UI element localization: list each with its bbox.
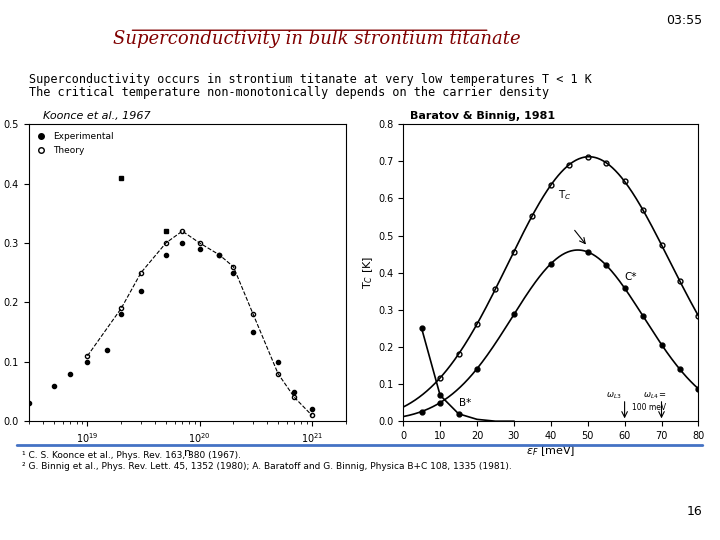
Experimental — [195, 246, 204, 252]
Line: Experimental: Experimental — [27, 241, 314, 411]
Text: Superconductivity in bulk strontium titanate: Superconductivity in bulk strontium tita… — [113, 30, 521, 48]
Experimental — [215, 252, 224, 258]
Theory — [274, 370, 282, 377]
Theory — [249, 311, 258, 318]
Text: $\omega_{L3}$: $\omega_{L3}$ — [606, 390, 622, 401]
Theory — [229, 264, 238, 270]
Theory — [215, 252, 224, 258]
Theory — [195, 240, 204, 246]
Theory — [161, 240, 170, 246]
Experimental — [161, 252, 170, 258]
Text: ² G. Binnig et al., Phys. Rev. Lett. 45, 1352 (1980); A. Baratoff and G. Binnig,: ² G. Binnig et al., Phys. Rev. Lett. 45,… — [22, 462, 511, 471]
Text: Koonce et al., 1967: Koonce et al., 1967 — [43, 111, 150, 121]
Experimental — [24, 400, 33, 407]
Experimental — [249, 329, 258, 335]
Text: ¹ C. S. Koonce et al., Phys. Rev. 163, 380 (1967).: ¹ C. S. Koonce et al., Phys. Rev. 163, 3… — [22, 451, 240, 460]
Text: T$_C$: T$_C$ — [558, 188, 572, 202]
Experimental — [307, 406, 316, 413]
Legend: Experimental, Theory: Experimental, Theory — [33, 129, 117, 158]
Experimental — [137, 287, 145, 294]
Experimental — [66, 370, 74, 377]
Text: 100 meV: 100 meV — [632, 403, 666, 412]
Experimental — [290, 388, 299, 395]
Theory — [137, 269, 145, 276]
Text: B*: B* — [459, 399, 471, 408]
Text: 16: 16 — [686, 505, 702, 518]
Experimental — [274, 359, 282, 365]
X-axis label: $\varepsilon_F$ [meV]: $\varepsilon_F$ [meV] — [526, 444, 575, 457]
Experimental — [50, 382, 58, 389]
Line: Theory: Theory — [86, 229, 314, 417]
Text: C*: C* — [625, 272, 637, 282]
Y-axis label: T$_C$ [K]: T$_C$ [K] — [361, 256, 375, 289]
Theory — [83, 353, 91, 359]
Theory — [178, 228, 186, 234]
Theory — [307, 412, 316, 418]
Experimental — [229, 269, 238, 276]
Text: $\omega_{L4}=$: $\omega_{L4}=$ — [643, 390, 667, 401]
Experimental — [103, 347, 112, 353]
Text: The critical temperature non-monotonically depends on the carrier density: The critical temperature non-monotonical… — [29, 86, 549, 99]
Experimental — [83, 359, 91, 365]
Text: 03:55: 03:55 — [666, 14, 702, 26]
Experimental — [117, 311, 125, 318]
X-axis label: n: n — [184, 448, 191, 457]
Theory — [290, 394, 299, 401]
Theory — [117, 305, 125, 312]
Y-axis label: T$_C$: T$_C$ — [0, 266, 1, 280]
Experimental — [178, 240, 186, 246]
Text: Baratov & Binnig, 1981: Baratov & Binnig, 1981 — [410, 111, 556, 121]
Text: Superconductivity occurs in strontium titanate at very low temperatures T < 1 K: Superconductivity occurs in strontium ti… — [29, 73, 592, 86]
